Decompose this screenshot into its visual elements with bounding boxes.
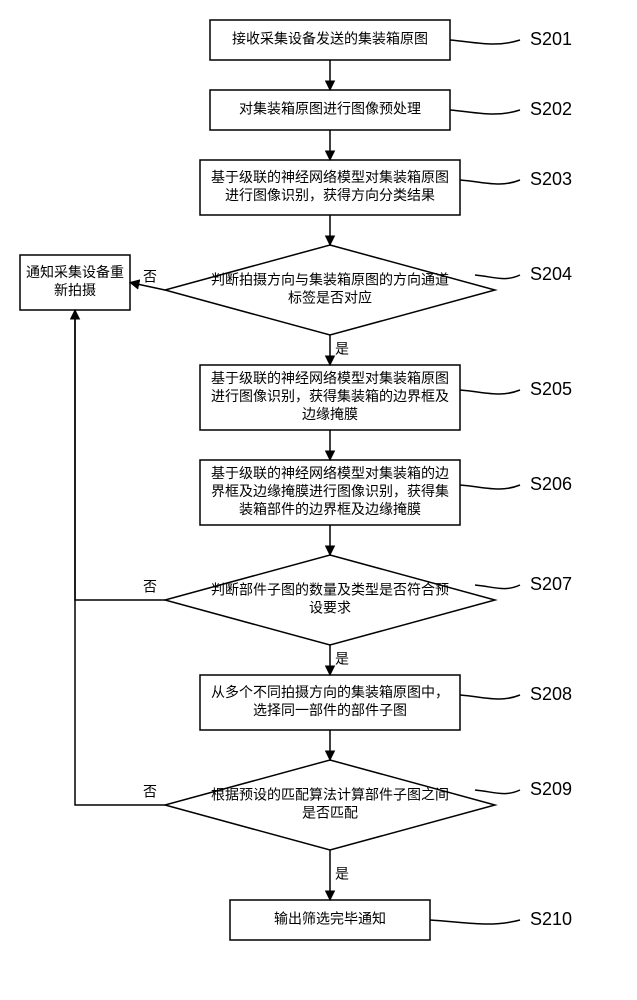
svg-text:判断部件子图的数量及类型是否符合预: 判断部件子图的数量及类型是否符合预 — [211, 582, 449, 598]
node-s202: 对集装箱原图进行图像预处理 — [210, 90, 450, 130]
svg-text:界框及边缘掩膜进行图像识别，获得集: 界框及边缘掩膜进行图像识别，获得集 — [211, 483, 449, 499]
step-label-s209: S209 — [530, 779, 572, 799]
node-s207: 判断部件子图的数量及类型是否符合预设要求 — [165, 555, 495, 645]
callout-s208 — [460, 695, 520, 699]
step-label-s204: S204 — [530, 264, 572, 284]
edge-label-s209_yes: 是 — [335, 866, 349, 882]
svg-text:选择同一部件的部件子图: 选择同一部件的部件子图 — [253, 702, 407, 718]
svg-text:基于级联的神经网络模型对集装箱的边: 基于级联的神经网络模型对集装箱的边 — [211, 465, 449, 481]
callout-s201 — [450, 40, 520, 44]
step-label-s202: S202 — [530, 99, 572, 119]
svg-text:边缘掩膜: 边缘掩膜 — [302, 406, 358, 422]
callout-s206 — [460, 485, 520, 489]
node-s206: 基于级联的神经网络模型对集装箱的边界框及边缘掩膜进行图像识别，获得集装箱部件的边… — [200, 460, 460, 525]
step-label-s201: S201 — [530, 29, 572, 49]
node-s205: 基于级联的神经网络模型对集装箱原图进行图像识别，获得集装箱的边界框及边缘掩膜 — [200, 365, 460, 430]
edge-label-s207_no: 否 — [143, 579, 157, 595]
node-s203: 基于级联的神经网络模型对集装箱原图进行图像识别，获得方向分类结果 — [200, 160, 460, 215]
flowchart-svg: 接收采集设备发送的集装箱原图对集装箱原图进行图像预处理基于级联的神经网络模型对集… — [0, 0, 637, 1000]
svg-text:对集装箱原图进行图像预处理: 对集装箱原图进行图像预处理 — [239, 101, 421, 117]
svg-text:输出筛选完毕通知: 输出筛选完毕通知 — [274, 911, 386, 927]
step-label-s205: S205 — [530, 379, 572, 399]
svg-text:通知采集设备重: 通知采集设备重 — [26, 264, 124, 280]
svg-text:标签是否对应: 标签是否对应 — [288, 290, 372, 306]
node-s210: 输出筛选完毕通知 — [230, 900, 430, 940]
node-retake: 通知采集设备重新拍摄 — [20, 255, 130, 310]
svg-text:进行图像识别，获得方向分类结果: 进行图像识别，获得方向分类结果 — [225, 187, 435, 203]
callout-s207 — [475, 585, 520, 589]
step-label-s206: S206 — [530, 474, 572, 494]
svg-text:接收采集设备发送的集装箱原图: 接收采集设备发送的集装箱原图 — [232, 31, 428, 47]
callout-s210 — [430, 920, 520, 924]
svg-text:基于级联的神经网络模型对集装箱原图: 基于级联的神经网络模型对集装箱原图 — [211, 370, 449, 386]
edge-label-s204_yes: 是 — [335, 341, 349, 357]
callout-s202 — [450, 110, 520, 114]
edge-label-s207_yes: 是 — [335, 651, 349, 667]
step-label-s207: S207 — [530, 574, 572, 594]
step-label-s208: S208 — [530, 684, 572, 704]
flow-arrow — [75, 310, 165, 600]
svg-text:基于级联的神经网络模型对集装箱原图: 基于级联的神经网络模型对集装箱原图 — [211, 169, 449, 185]
step-label-s203: S203 — [530, 169, 572, 189]
svg-text:根据预设的匹配算法计算部件子图之间: 根据预设的匹配算法计算部件子图之间 — [211, 787, 449, 803]
edge-label-s209_no: 否 — [143, 784, 157, 800]
svg-text:装箱部件的边界框及边缘掩膜: 装箱部件的边界框及边缘掩膜 — [239, 501, 421, 517]
callout-s204 — [475, 275, 520, 279]
svg-text:进行图像识别，获得集装箱的边界框及: 进行图像识别，获得集装箱的边界框及 — [211, 388, 449, 404]
node-s204: 判断拍摄方向与集装箱原图的方向通道标签是否对应 — [165, 245, 495, 335]
node-s209: 根据预设的匹配算法计算部件子图之间是否匹配 — [165, 760, 495, 850]
callout-s209 — [475, 790, 520, 794]
flow-line — [75, 310, 165, 805]
callout-s205 — [460, 390, 520, 394]
step-label-s210: S210 — [530, 909, 572, 929]
svg-text:判断拍摄方向与集装箱原图的方向通道: 判断拍摄方向与集装箱原图的方向通道 — [211, 272, 449, 288]
node-s208: 从多个不同拍摄方向的集装箱原图中， 选择同一部件的部件子图 — [200, 675, 460, 730]
svg-text:设要求: 设要求 — [309, 600, 351, 616]
svg-text:新拍摄: 新拍摄 — [54, 282, 96, 298]
svg-text:从多个不同拍摄方向的集装箱原图中，: 从多个不同拍摄方向的集装箱原图中， — [211, 684, 449, 700]
edge-label-s204_no: 否 — [143, 269, 157, 285]
svg-text:是否匹配: 是否匹配 — [302, 805, 358, 821]
node-s201: 接收采集设备发送的集装箱原图 — [210, 20, 450, 60]
callout-s203 — [460, 180, 520, 184]
